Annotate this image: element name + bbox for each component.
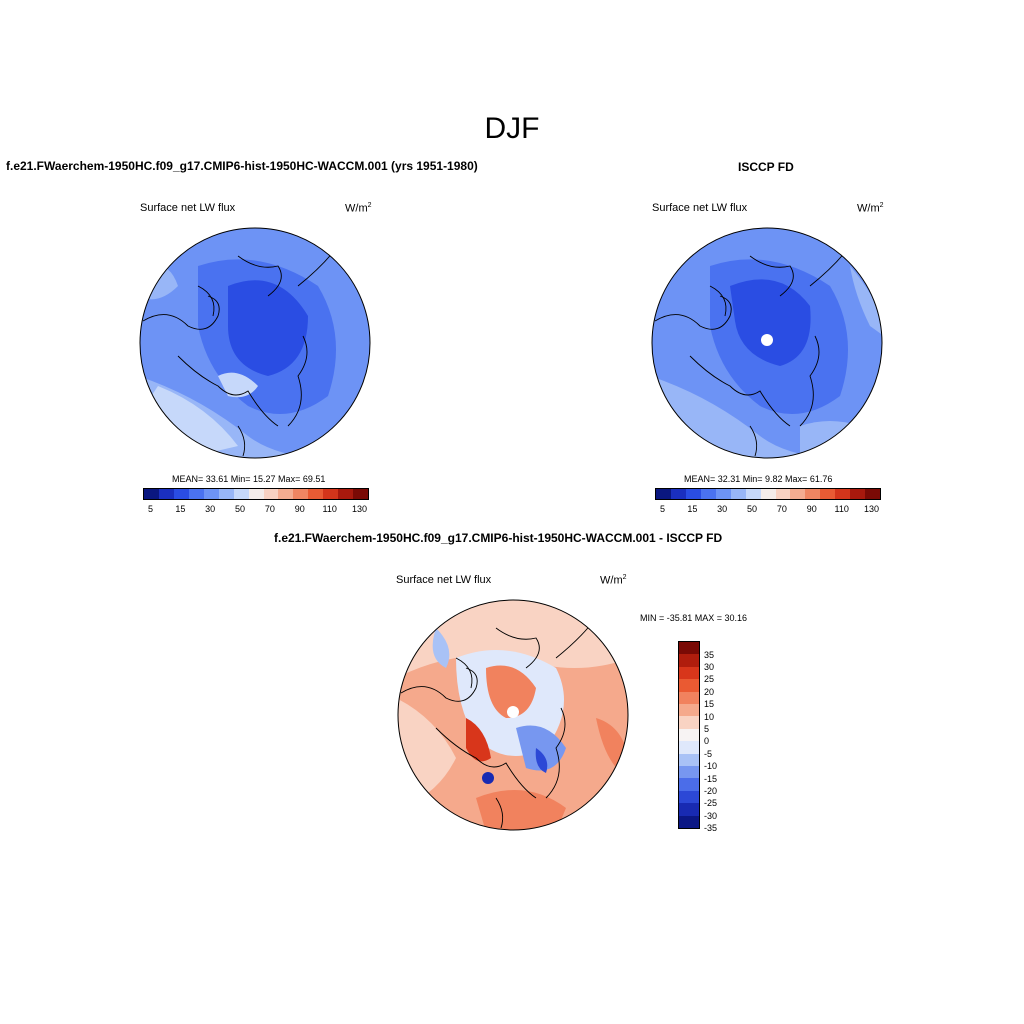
colorbar-tick-label: 70 [776, 504, 787, 514]
colorbar-swatch [670, 489, 686, 499]
colorbar-tick-label: 5 [704, 724, 710, 735]
colorbar-swatch [203, 489, 219, 499]
colorbar-swatch [679, 642, 699, 655]
colorbar-tick-label: 50 [235, 504, 246, 514]
colorbar-swatch [679, 728, 699, 742]
obs-variable-label: Surface net LW flux [652, 202, 748, 214]
colorbar-swatch [323, 489, 339, 499]
colorbar-swatch [679, 815, 699, 829]
colorbar-swatch [188, 489, 204, 499]
colorbar-tick-label: 50 [747, 504, 758, 514]
colorbar-tick-label: 5 [147, 504, 153, 514]
colorbar-tick-label: 30 [717, 504, 728, 514]
colorbar-tick-label: 30 [704, 662, 715, 673]
colorbar-tick-label: -5 [704, 748, 713, 759]
obs-case-title: ISCCP FD [738, 160, 794, 174]
colorbar-swatch [865, 489, 881, 499]
model-colorbar [143, 488, 369, 500]
colorbar-tick-label: 110 [834, 504, 849, 514]
colorbar-swatch [679, 691, 699, 705]
colorbar-tick-label: 15 [687, 504, 698, 514]
colorbar-swatch [679, 666, 699, 680]
colorbar-tick-label: -35 [704, 823, 718, 834]
colorbar-tick-label: 110 [322, 504, 337, 514]
colorbar-swatch [679, 803, 699, 816]
colorbar-tick-label: 90 [294, 504, 305, 514]
model-case-title: f.e21.FWaerchem-1950HC.f09_g17.CMIP6-his… [6, 159, 478, 173]
colorbar-swatch [700, 489, 716, 499]
colorbar-swatch [144, 489, 159, 499]
colorbar-tick-label: 15 [704, 699, 715, 710]
colorbar-swatch [679, 704, 699, 717]
obs-colorbar [655, 488, 881, 500]
colorbar-swatch [679, 654, 699, 667]
figure-title: DJF [484, 112, 540, 145]
colorbar-swatch [353, 489, 369, 499]
colorbar-tick-label: -30 [704, 810, 718, 821]
model-polar-map [139, 227, 371, 459]
colorbar-tick-label: 25 [704, 674, 715, 685]
model-stats: MEAN= 33.61 Min= 15.27 Max= 69.51 [172, 474, 326, 484]
colorbar-swatch [263, 489, 279, 499]
diff-variable-label: Surface net LW flux [396, 574, 492, 586]
colorbar-swatch [775, 489, 791, 499]
colorbar-swatch [173, 489, 189, 499]
colorbar-swatch [835, 489, 851, 499]
colorbar-swatch [685, 489, 701, 499]
colorbar-tick-label: 0 [704, 736, 710, 747]
colorbar-tick-label: 70 [264, 504, 275, 514]
colorbar-swatch [760, 489, 776, 499]
obs-stats: MEAN= 32.31 Min= 9.82 Max= 61.76 [684, 474, 833, 484]
colorbar-swatch [805, 489, 821, 499]
diff-colorbar [678, 641, 700, 829]
diff-case-title: f.e21.FWaerchem-1950HC.f09_g17.CMIP6-his… [274, 531, 723, 545]
colorbar-swatch [679, 679, 699, 692]
colorbar-swatch [679, 766, 699, 779]
colorbar-swatch [278, 489, 294, 499]
colorbar-tick-label: 30 [205, 504, 216, 514]
model-variable-label: Surface net LW flux [140, 202, 236, 214]
colorbar-swatch [233, 489, 249, 499]
colorbar-swatch [248, 489, 264, 499]
colorbar-tick-label: -10 [704, 761, 718, 772]
colorbar-swatch [850, 489, 866, 499]
colorbar-tick-label: 130 [352, 504, 368, 514]
colorbar-swatch [158, 489, 174, 499]
colorbar-tick-label: -15 [704, 773, 718, 784]
colorbar-tick-label: 5 [659, 504, 665, 514]
colorbar-swatch [308, 489, 324, 499]
diff-units-label: W/m2 [600, 574, 627, 587]
colorbar-swatch [679, 716, 699, 729]
obs-units-label: W/m2 [857, 202, 884, 215]
colorbar-tick-label: 15 [175, 504, 186, 514]
colorbar-swatch [679, 741, 699, 754]
colorbar-tick-label: 10 [704, 711, 715, 722]
colorbar-swatch [656, 489, 671, 499]
colorbar-swatch [790, 489, 806, 499]
colorbar-tick-label: -20 [704, 786, 718, 797]
model-units-label: W/m2 [345, 202, 372, 215]
colorbar-swatch [715, 489, 731, 499]
colorbar-tick-label: 90 [806, 504, 817, 514]
colorbar-swatch [293, 489, 309, 499]
colorbar-swatch [218, 489, 234, 499]
diff-stats: MIN = -35.81 MAX = 30.16 [640, 613, 748, 623]
colorbar-swatch [730, 489, 746, 499]
colorbar-tick-label: 35 [704, 649, 715, 660]
colorbar-swatch [745, 489, 761, 499]
colorbar-swatch [679, 790, 699, 804]
colorbar-swatch [338, 489, 354, 499]
colorbar-swatch [679, 753, 699, 767]
colorbar-tick-label: -25 [704, 798, 718, 809]
colorbar-swatch [679, 778, 699, 791]
obs-polar-map [651, 227, 883, 459]
colorbar-swatch [820, 489, 836, 499]
diff-polar-map [397, 599, 629, 831]
colorbar-tick-label: 130 [864, 504, 880, 514]
colorbar-tick-label: 20 [704, 686, 715, 697]
